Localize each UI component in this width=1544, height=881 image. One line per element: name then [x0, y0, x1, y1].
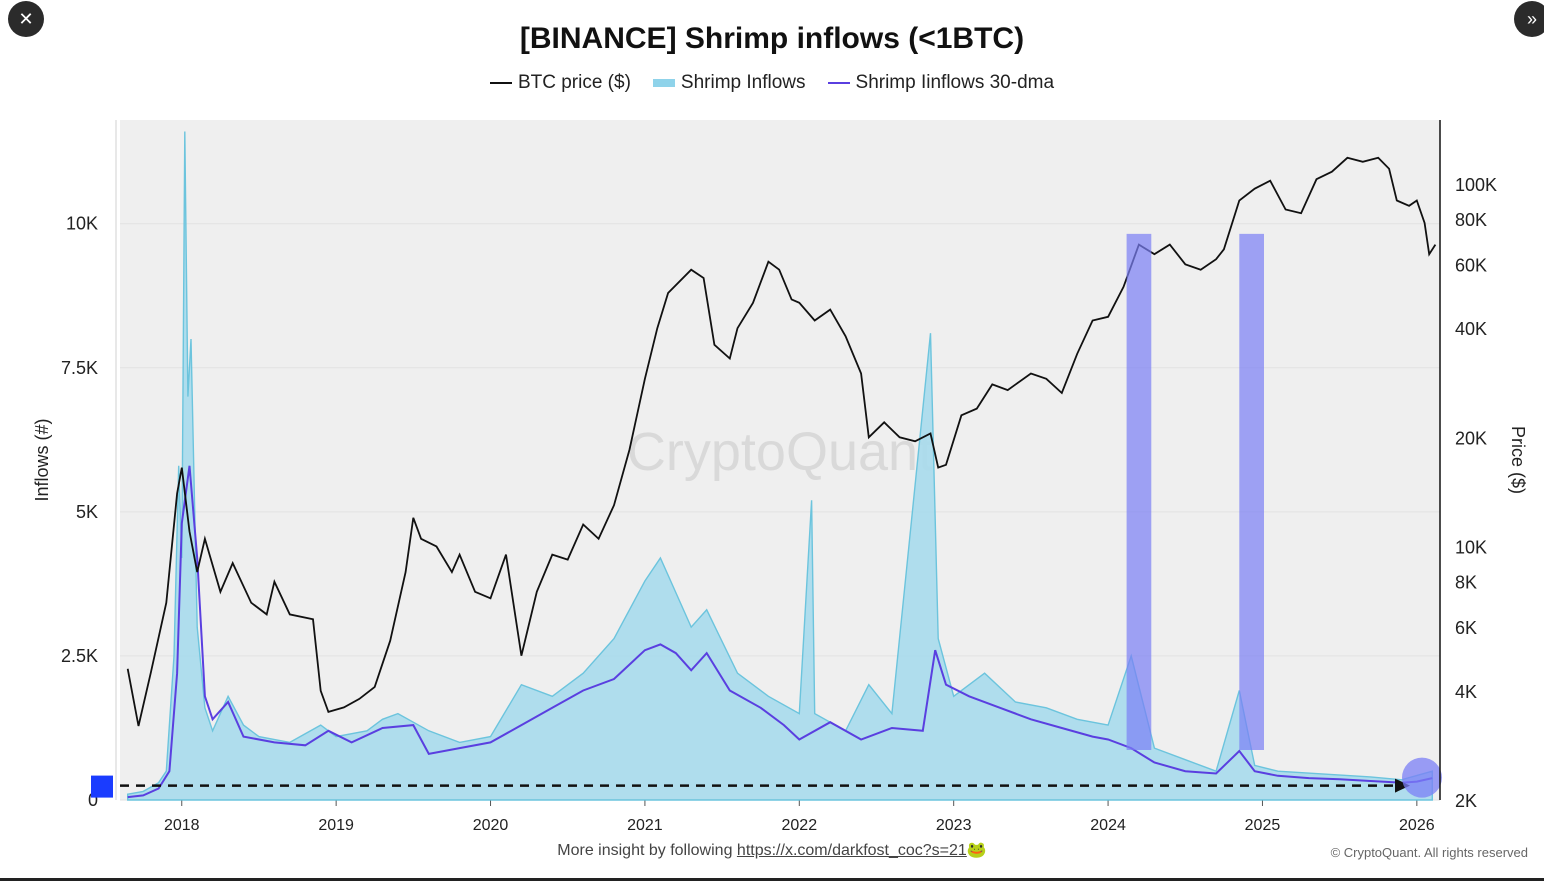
expand-button[interactable]: »: [1514, 1, 1544, 37]
right-axis-label: Price ($): [1508, 426, 1528, 494]
arrow-head: [1395, 778, 1410, 793]
highlight-band: [1239, 233, 1264, 750]
right-tick-label: 4K: [1455, 682, 1477, 702]
inflows-30dma-line: [127, 465, 1433, 799]
close-icon: ✕: [18, 8, 34, 29]
left-tick-label: 2.5K: [61, 646, 98, 666]
right-tick-label: 40K: [1455, 319, 1487, 339]
copyright: © CryptoQuant. All rights reserved: [1330, 845, 1528, 860]
footer-link-text: More insight by following https://x.com/…: [0, 840, 1544, 860]
chart-svg: 0 2.5K 5K 7.5K 10K 2K 4K 6K 8K 10K 20K 40K 60K 80K 100…: [32, 120, 1528, 834]
left-axis-label: Inflows (#): [32, 418, 52, 501]
x-tick-label: 2022: [782, 817, 818, 834]
highlight-band: [1126, 233, 1152, 750]
double-chevron-right-icon: »: [1526, 8, 1537, 29]
right-tick-label: 6K: [1455, 618, 1477, 638]
twitter-link[interactable]: https://x.com/darkfost_coc?s=21: [736, 842, 967, 859]
watermark: CryptoQuant: [627, 422, 933, 482]
footer-prefix: More insight by following: [557, 842, 733, 859]
x-tick-label: 2018: [164, 817, 200, 834]
x-tick-label: 2021: [627, 817, 663, 834]
legend-swatch: [489, 82, 512, 84]
right-tick-label: 20K: [1455, 428, 1487, 448]
x-tick-label: 2024: [1090, 817, 1126, 834]
frog-emoji: 🐸: [966, 842, 987, 859]
plot-area: [120, 120, 1440, 800]
x-tick-label: 2020: [473, 817, 509, 834]
x-tick-label: 2025: [1245, 817, 1281, 834]
legend-label: Shrimp Iinflows 30-dma: [855, 72, 1055, 93]
x-tick-label: 2019: [318, 817, 354, 834]
blue-square-marker: [91, 775, 113, 798]
divider: [0, 878, 1544, 881]
legend-swatch: [652, 79, 675, 87]
right-tick-label: 80K: [1455, 210, 1487, 230]
chart-title: [BINANCE] Shrimp inflows (<1BTC): [519, 22, 1025, 55]
right-tick-label: 100K: [1455, 175, 1497, 195]
right-tick-label: 10K: [1455, 538, 1487, 558]
left-tick-label: 0: [88, 790, 98, 810]
legend-label: Shrimp Inflows: [680, 72, 806, 93]
legend-swatch: [827, 82, 850, 84]
right-tick-label: 60K: [1455, 255, 1487, 275]
x-tick-label: 2026: [1399, 817, 1435, 834]
legend-item-30dma[interactable]: Shrimp Iinflows 30-dma: [827, 72, 1055, 94]
close-button[interactable]: ✕: [8, 1, 44, 37]
legend-item-shrimp-inflows[interactable]: Shrimp Inflows: [652, 72, 806, 94]
x-tick-label: 2023: [936, 817, 972, 834]
blue-circle-marker: [1402, 757, 1442, 798]
left-tick-label: 10K: [66, 214, 98, 234]
inflows-area: [126, 131, 1434, 801]
left-tick-label: 5K: [76, 502, 98, 522]
legend-label: BTC price ($): [517, 72, 631, 93]
right-tick-label: 2K: [1455, 791, 1477, 811]
left-tick-label: 7.5K: [61, 358, 98, 378]
btc-price-line: [126, 156, 1437, 727]
right-tick-label: 8K: [1455, 573, 1477, 593]
legend-item-btc-price[interactable]: BTC price ($): [489, 72, 631, 94]
legend: BTC price ($) Shrimp Inflows Shrimp Iinf…: [0, 72, 1544, 94]
